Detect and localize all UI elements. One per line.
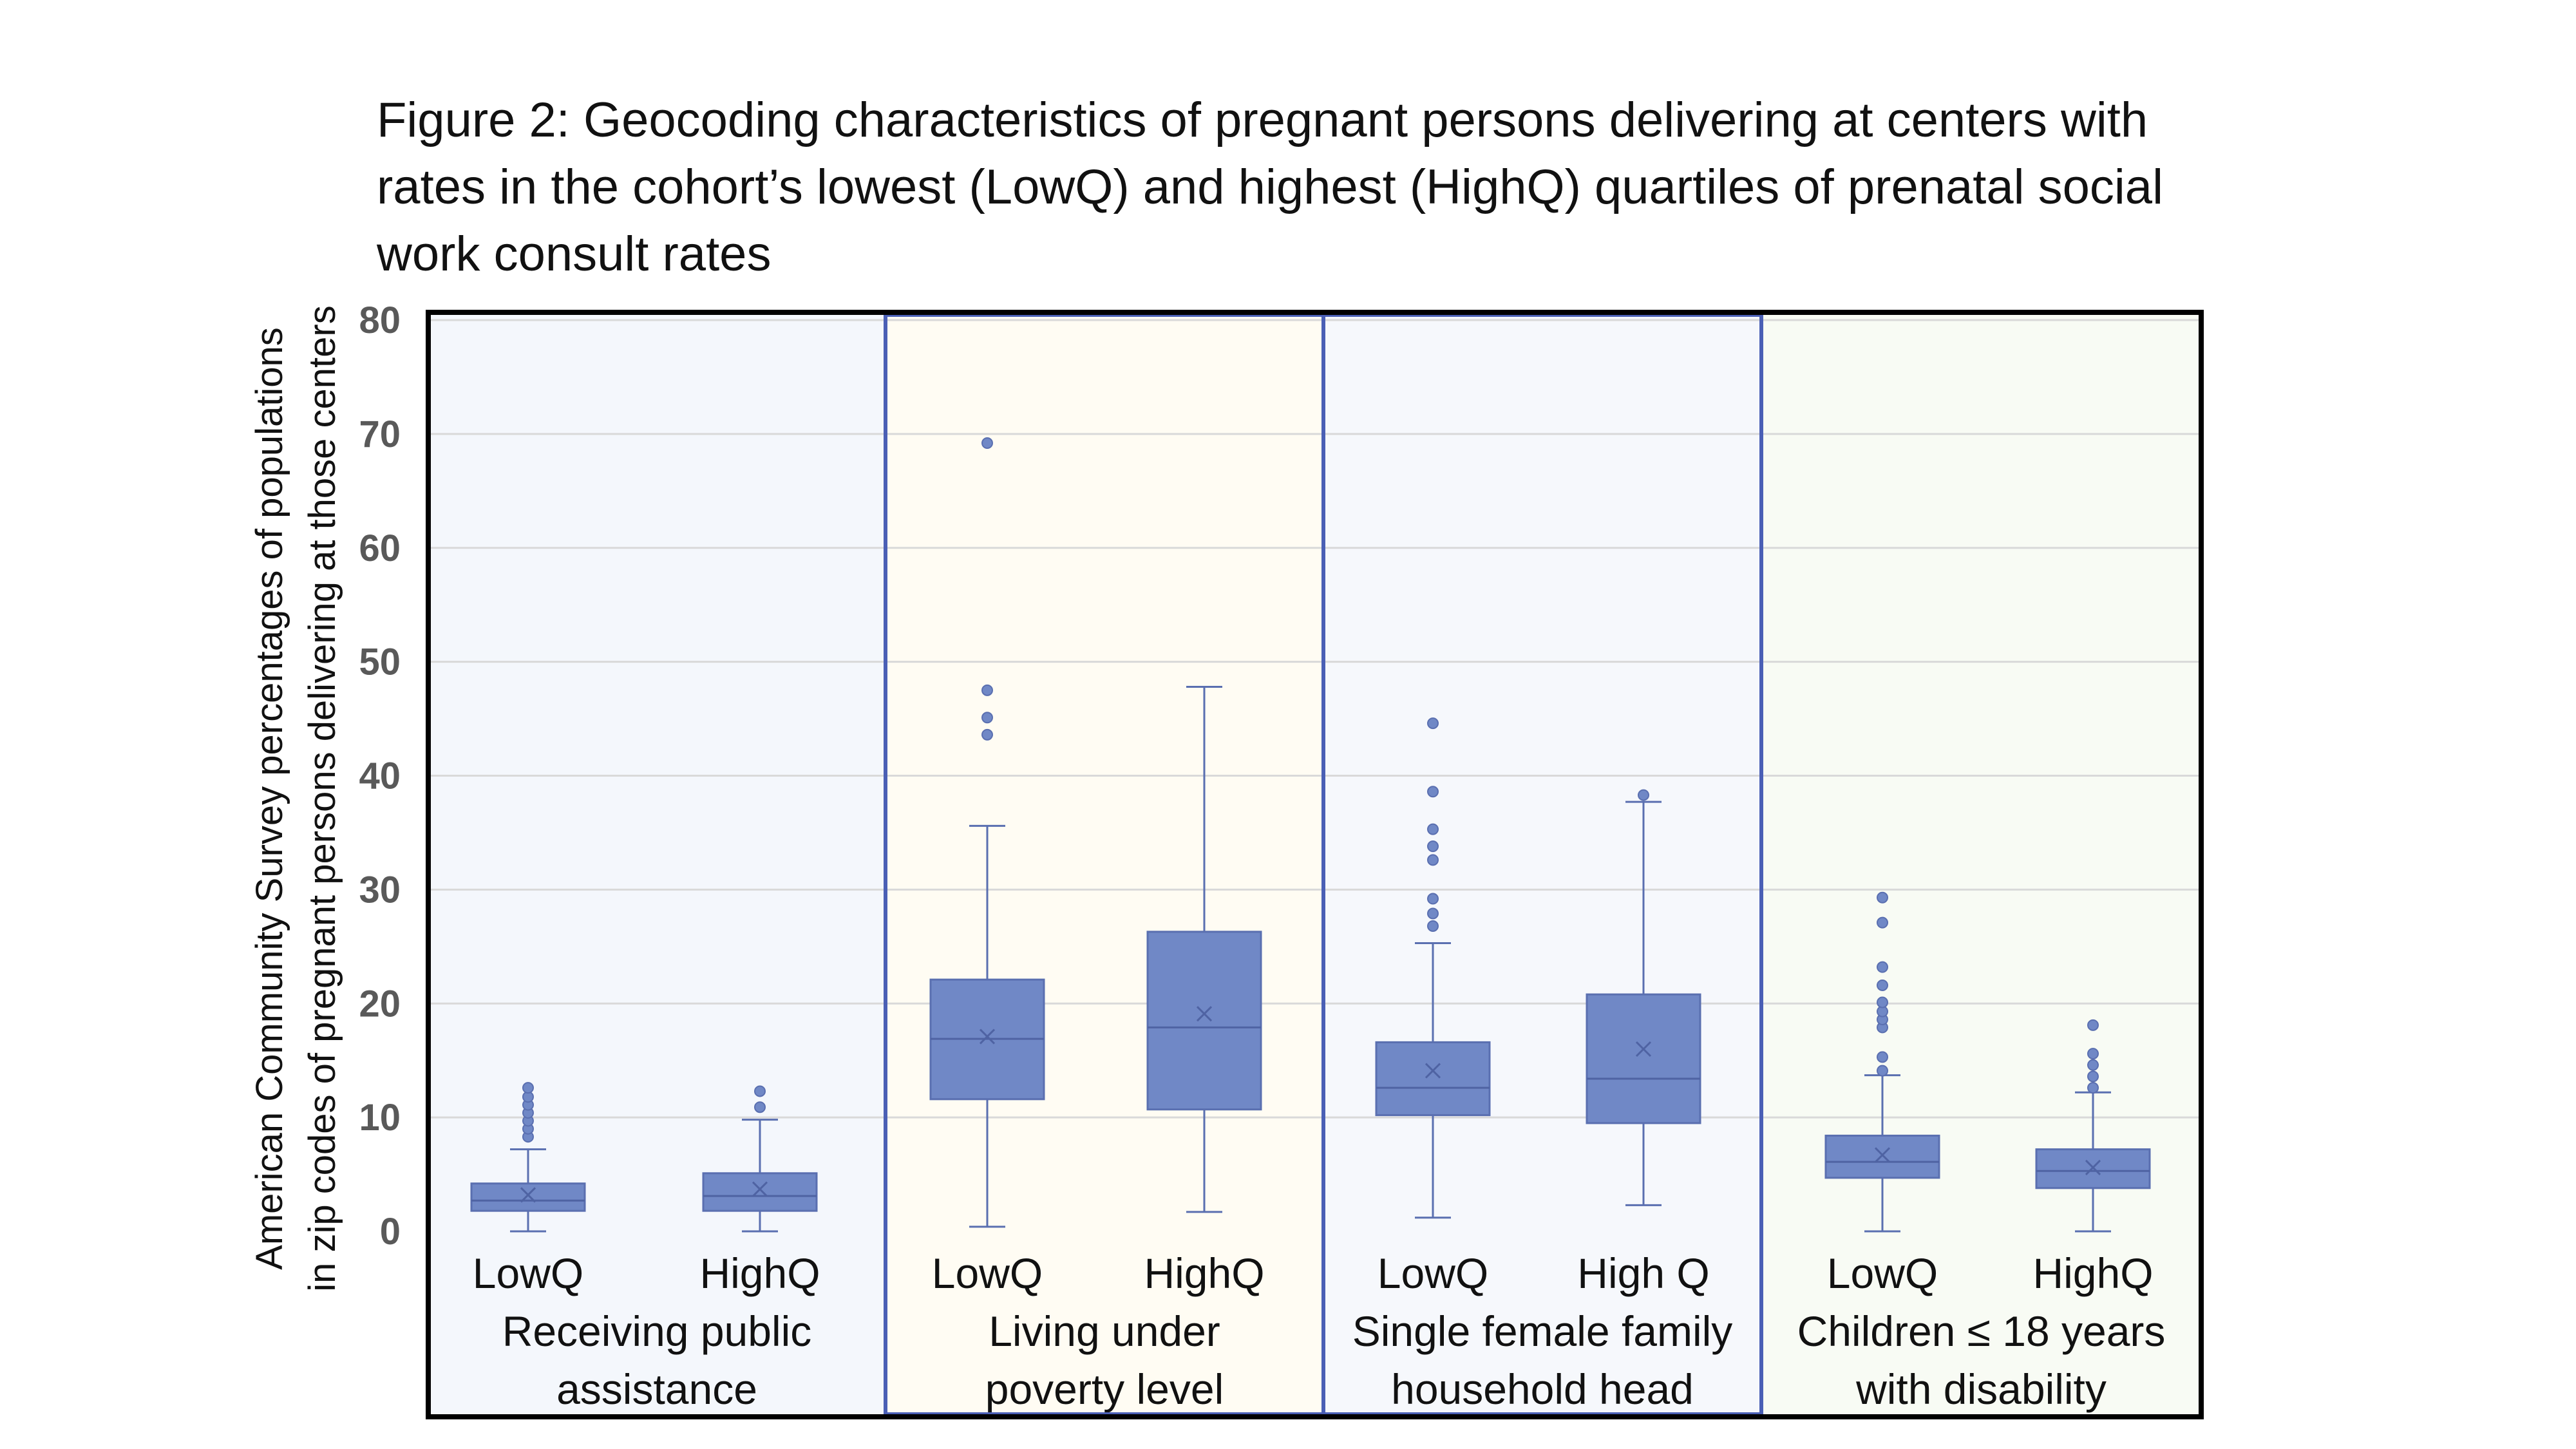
outlier-point xyxy=(2087,1059,2099,1071)
mean-marker xyxy=(2085,1159,2101,1176)
mean-marker xyxy=(1635,1041,1652,1057)
y-axis-label: American Community Survey percentages of… xyxy=(249,305,343,1291)
mean-marker xyxy=(520,1187,536,1203)
mean-marker xyxy=(752,1181,768,1197)
outlier-point xyxy=(1427,893,1439,905)
figure-title: Figure 2: Geocoding characteristics of p… xyxy=(377,93,2163,281)
y-tick-label: 30 xyxy=(359,869,401,911)
outlier-point xyxy=(1877,996,1888,1009)
outlier-point xyxy=(1427,907,1439,920)
box-iqr xyxy=(470,1182,586,1212)
y-axis-label-line: in zip codes of pregnant persons deliver… xyxy=(301,305,343,1291)
outlier-point xyxy=(2087,1082,2099,1094)
outlier-point xyxy=(1877,891,1888,904)
y-axis-label-line: American Community Survey percentages of… xyxy=(249,327,290,1270)
outlier-point xyxy=(522,1082,534,1094)
y-tick-label: 70 xyxy=(359,413,401,455)
mean-marker xyxy=(1874,1147,1891,1163)
outlier-point xyxy=(1427,717,1439,730)
outlier-point xyxy=(2087,1048,2099,1060)
outlier-point xyxy=(754,1085,766,1097)
group-label: poverty level xyxy=(985,1365,1224,1413)
outlier-point xyxy=(1877,1051,1888,1063)
group-label: with disability xyxy=(1855,1365,2107,1413)
category-label: HighQ xyxy=(699,1249,820,1297)
category-label: LowQ xyxy=(932,1249,1043,1297)
panel-background xyxy=(1323,312,1761,1417)
category-label: LowQ xyxy=(473,1249,583,1297)
y-tick-label: 0 xyxy=(380,1211,401,1253)
outlier-point xyxy=(981,712,993,724)
outlier-point xyxy=(1877,979,1888,991)
outlier-point xyxy=(981,684,993,696)
group-label: household head xyxy=(1391,1365,1694,1413)
group-label: assistance xyxy=(556,1365,757,1413)
box-iqr xyxy=(1586,993,1701,1124)
box-iqr xyxy=(1146,931,1262,1111)
outlier-point xyxy=(1427,786,1439,798)
outlier-point xyxy=(2087,1070,2099,1083)
mean-marker xyxy=(979,1028,996,1045)
outlier-point xyxy=(754,1101,766,1113)
outlier-point xyxy=(981,728,993,741)
mean-marker xyxy=(1425,1063,1441,1079)
group-label: Receiving public xyxy=(502,1307,812,1355)
y-tick-label: 80 xyxy=(359,299,401,341)
outlier-point xyxy=(1877,961,1888,973)
category-label: HighQ xyxy=(2032,1249,2153,1297)
outlier-point xyxy=(1638,789,1649,801)
mean-marker xyxy=(1196,1006,1213,1022)
category-label: LowQ xyxy=(1827,1249,1938,1297)
panel-background xyxy=(886,312,1323,1417)
outlier-point xyxy=(1427,840,1439,853)
box-iqr xyxy=(1824,1134,1940,1179)
outlier-point xyxy=(1427,920,1439,932)
outlier-point xyxy=(1877,1065,1888,1077)
y-tick-label: 50 xyxy=(359,641,401,683)
y-tick-label: 40 xyxy=(359,755,401,797)
category-label: LowQ xyxy=(1378,1249,1488,1297)
y-tick-label: 20 xyxy=(359,983,401,1025)
outlier-point xyxy=(1427,823,1439,835)
y-tick-label: 60 xyxy=(359,527,401,569)
outlier-point xyxy=(1877,916,1888,929)
panel-background xyxy=(428,312,886,1417)
outlier-point xyxy=(2087,1019,2099,1031)
box-iqr xyxy=(702,1172,818,1212)
group-label: Children ≤ 18 years xyxy=(1797,1307,2166,1355)
panel-background xyxy=(1761,312,2201,1417)
chart-frame xyxy=(426,310,2204,1419)
outlier-point xyxy=(1427,854,1439,866)
category-label: High Q xyxy=(1577,1249,1709,1297)
box-iqr xyxy=(1375,1041,1491,1117)
outlier-point xyxy=(981,437,993,450)
group-label: Single female family xyxy=(1352,1307,1733,1355)
category-label: HighQ xyxy=(1144,1249,1264,1297)
group-label: Living under xyxy=(989,1307,1220,1355)
y-tick-label: 10 xyxy=(359,1097,401,1139)
